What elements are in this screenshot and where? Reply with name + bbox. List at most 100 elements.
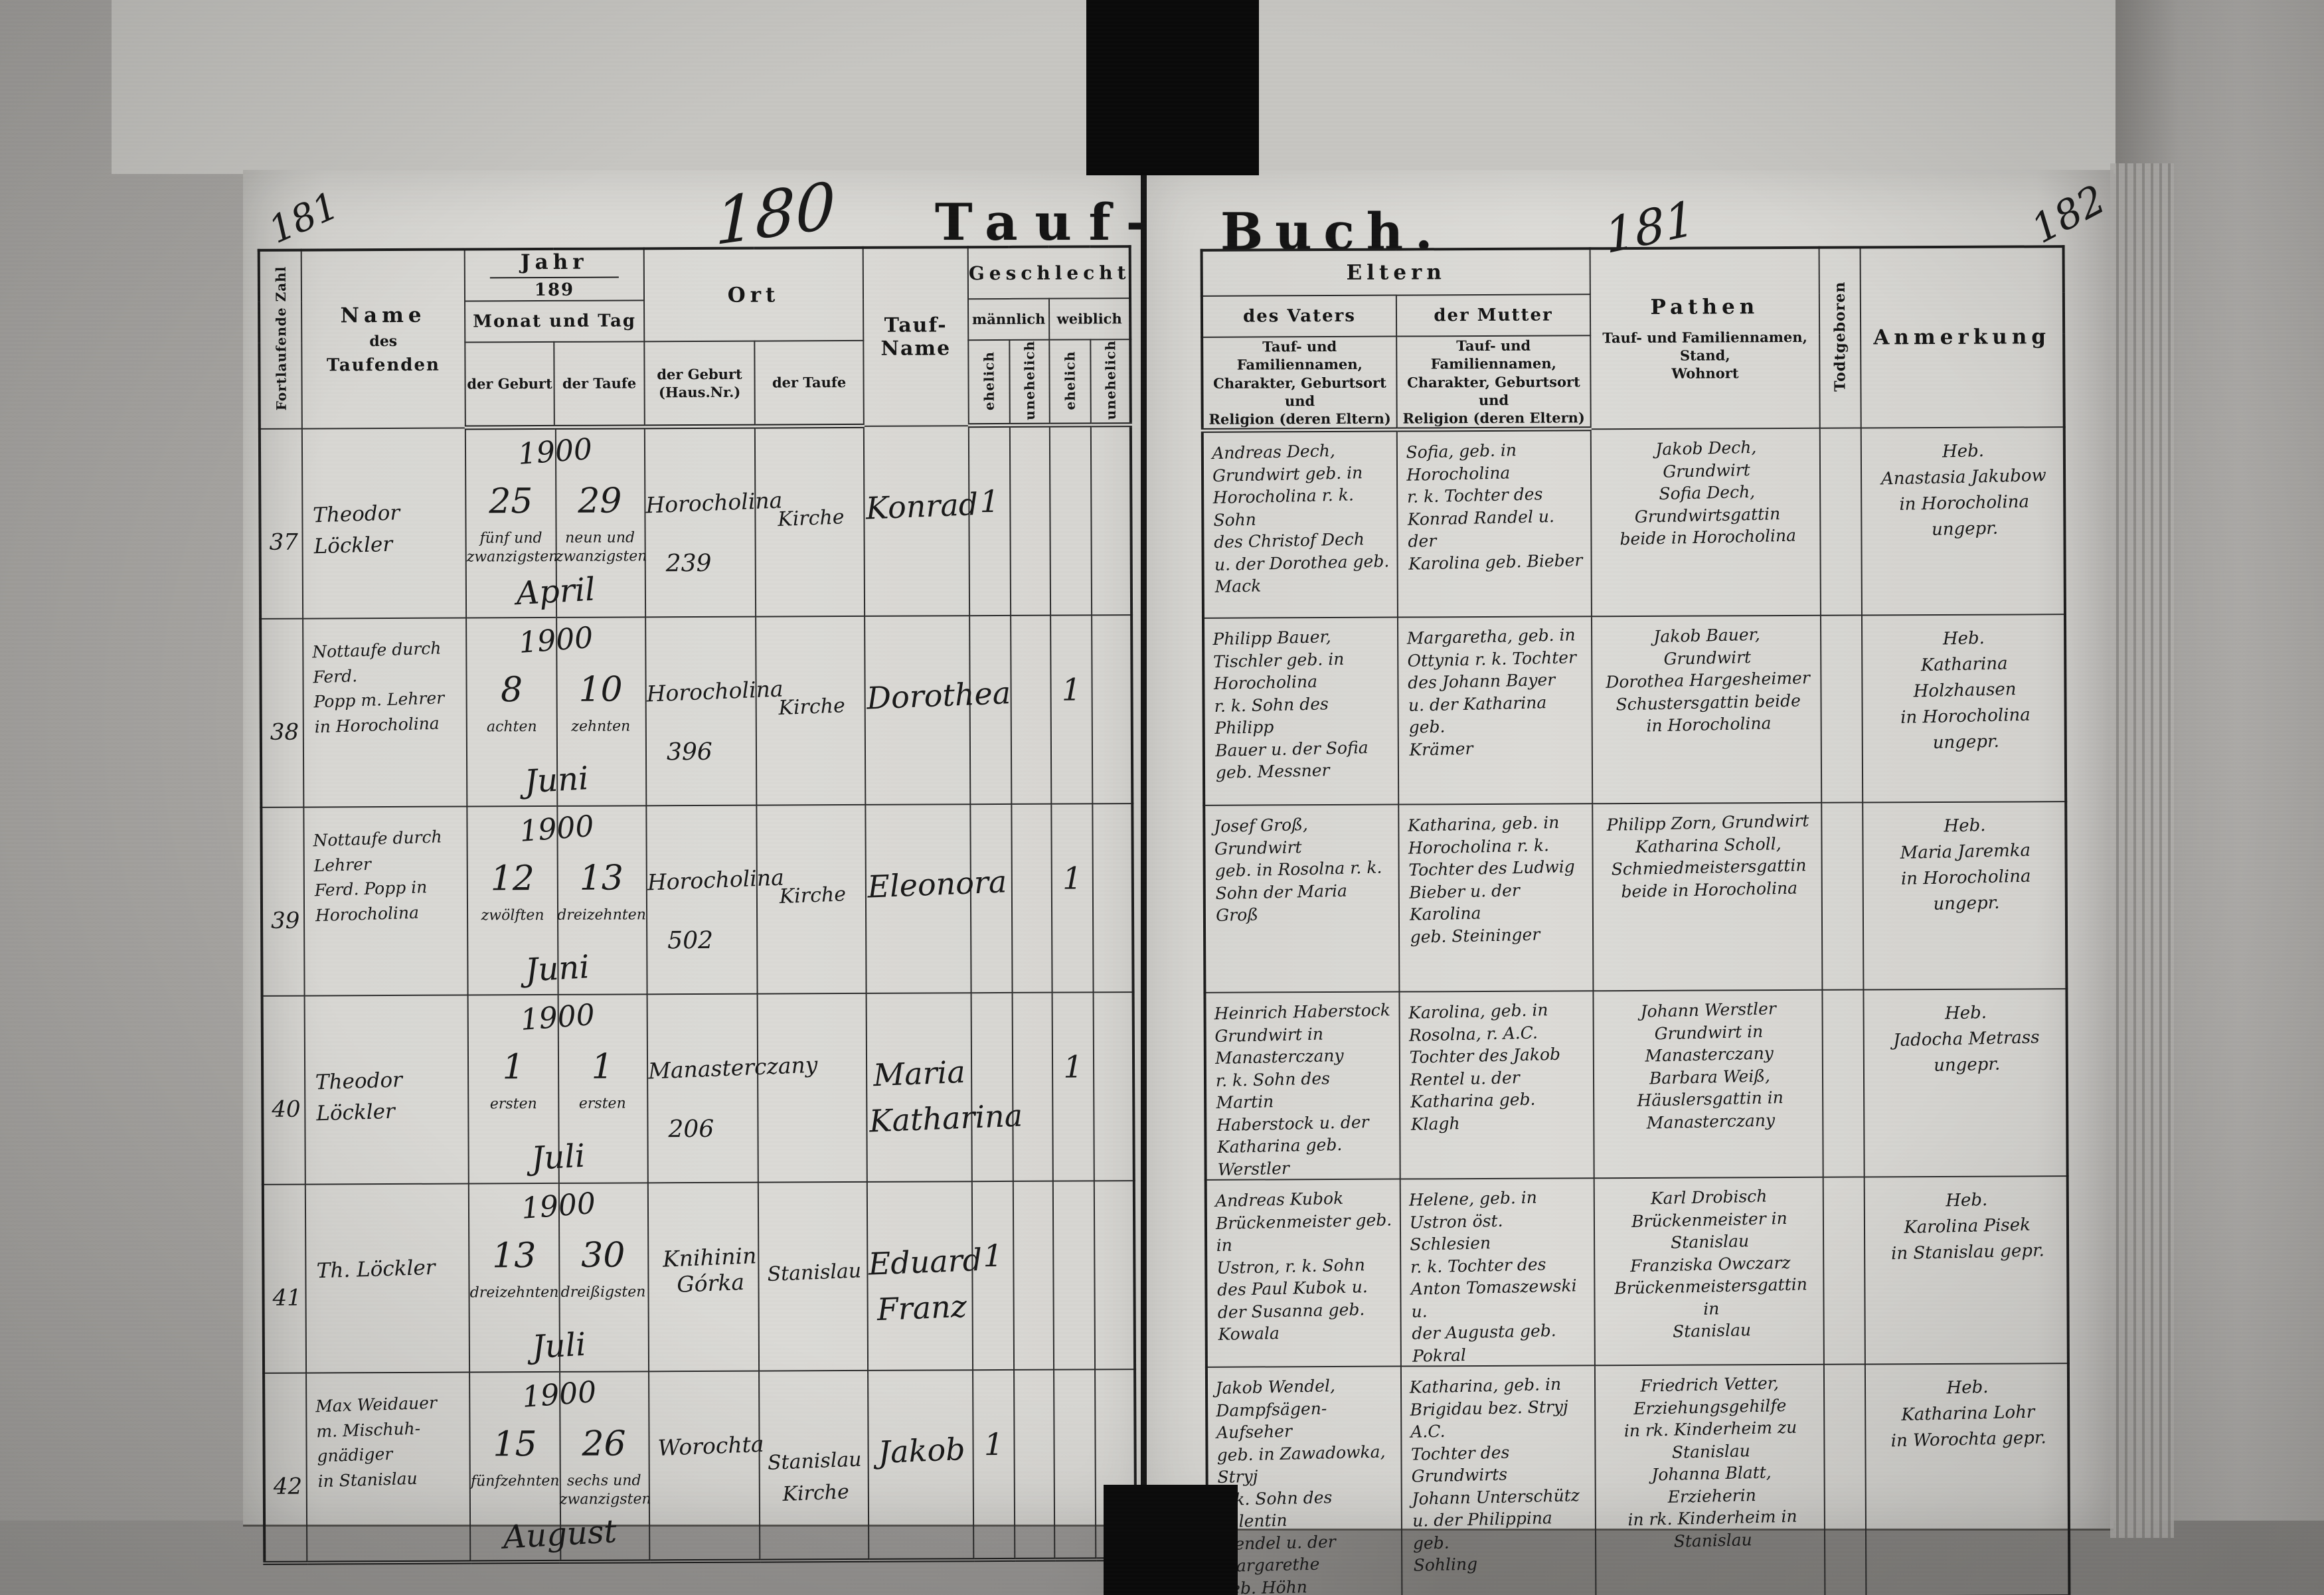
month-entry: Juli	[530, 1137, 586, 1178]
mother-details: Margaretha, geb. in Ottynia r. k. Tochte…	[1406, 625, 1577, 760]
house-number: 502	[667, 926, 714, 955]
col-header-name-des-taufenden: Name des Taufenden	[301, 249, 465, 429]
col-header-geschlecht: Geschlecht	[967, 246, 1131, 299]
remark-midwife: Heb. Katharina Lohr in Worochta gepr.	[1890, 1377, 2047, 1452]
female-illegitimate-mark	[1096, 1370, 1133, 1426]
month-entry: August	[502, 1513, 618, 1556]
male-illegitimate-mark	[1013, 993, 1052, 1049]
baptism-day-word: zehnten	[571, 718, 631, 735]
baptism-day-word: dreizehnten	[557, 906, 646, 924]
taufender-name: Theodor Löckler	[312, 500, 400, 558]
birth-day-word: achten	[486, 718, 537, 736]
birth-day: 25	[489, 481, 533, 522]
birthplace-cell: Manasterczany 206	[647, 995, 818, 1183]
col-header-anmerkung: Anmerkung	[1860, 246, 2064, 428]
taufender-name: Nottaufe durch Lehrer Ferd. Popp in Horo…	[313, 827, 443, 925]
female-illegitimate-mark	[1093, 804, 1131, 860]
register-row-42: 42 Max Weidauer m. Mischuh- gnädiger in …	[264, 1369, 1136, 1563]
stillborn-mark	[1821, 428, 1861, 437]
month-entry: April	[515, 570, 596, 613]
birthplace: Horocholina	[645, 487, 783, 519]
remark-midwife: Heb. Karolina Pisek in Stanislau gepr.	[1890, 1190, 2045, 1264]
backing-sheet-right	[1259, 0, 2117, 174]
col-header-jahr: Jahr 189	[464, 248, 645, 301]
male-legitimate-mark: 1	[983, 1426, 1004, 1463]
date-cell: 1900 13 30 dreizehnten dreißigsten Juli	[469, 1183, 648, 1371]
house-number: 239	[665, 549, 712, 578]
birth-day: 15	[493, 1424, 537, 1465]
register-row-41: 41 Th. Löckler 1900 13 30 dreizehnten dr…	[262, 1181, 1135, 1373]
baptism-place	[757, 992, 867, 1070]
godparents: Jakob Bauer, Grundwirt Dorothea Hargeshe…	[1605, 624, 1811, 736]
month-entry: Juni	[523, 760, 590, 801]
female-illegitimate-mark	[1092, 427, 1129, 483]
birth-day-word: dreizehnten	[469, 1284, 559, 1301]
year-entry: 1900	[517, 432, 594, 472]
remark-midwife: Heb. Maria Jaremka in Horocholina ungepr…	[1900, 815, 2031, 914]
baptism-place: Kirche	[778, 694, 846, 720]
book-fore-edge	[2110, 163, 2174, 1538]
col-header-tag-der-geburt: der Geburt	[465, 341, 554, 428]
male-illegitimate-mark	[1012, 805, 1050, 861]
father-details: Heinrich Haberstock Grundwirt in Manaste…	[1214, 1000, 1391, 1179]
birth-day: 1	[502, 1047, 525, 1088]
baptism-day: 29	[578, 481, 622, 521]
col-header-weiblich-ehelich: ehelich	[1049, 339, 1091, 426]
male-legitimate-mark	[970, 616, 1010, 672]
register-row-39-parents: Josef Groß, Grundwirt geb. in Rosolna r.…	[1204, 801, 2067, 993]
col-subheader-vater-details: Tauf- und Familiennamen, Charakter, Gebu…	[1202, 336, 1397, 431]
date-cell: 1900 25 29 fünf und zwanzigsten neun und…	[466, 429, 647, 617]
right-page	[1147, 170, 2114, 1531]
mother-details: Katharina, geb. in Brigidau bez. Stryj A…	[1409, 1374, 1580, 1575]
register-row-38-parents: Philipp Bauer, Tischler geb. in Horochol…	[1203, 614, 2066, 805]
father-details: Andreas Kubok Brückenmeister geb. in Ust…	[1214, 1188, 1392, 1344]
taufender-name: Theodor Löckler	[315, 1068, 403, 1126]
house-number: 396	[666, 738, 712, 766]
col-header-ort-der-taufe: der Taufe	[754, 340, 864, 427]
baptism-day-word: dreißigsten	[560, 1284, 646, 1301]
year-entry: 1900	[520, 1186, 597, 1226]
col-header-todtgeboren: Todtgeboren	[1819, 247, 1861, 428]
father-details: Andreas Dech, Grundwirt geb. in Horochol…	[1211, 441, 1390, 597]
date-cell: 1900 8 10 achten zehnten Juni	[467, 618, 645, 805]
godparents: Philipp Zorn, Grundwirt Katharina Scholl…	[1606, 811, 1809, 901]
page-seam	[1141, 171, 1147, 1526]
baptismal-name: Jakob	[877, 1430, 966, 1471]
baptismal-name: Eleonora	[867, 863, 1008, 905]
remark-midwife: Heb. Jadocha Metrass ungepr.	[1892, 1003, 2040, 1076]
remark-midwife: Heb. Katharina Holzhausen in Horocholina…	[1900, 628, 2031, 753]
male-illegitimate-mark	[1015, 1371, 1053, 1426]
birthplace-cell: Horocholina 396	[646, 618, 784, 805]
female-illegitimate-mark	[1092, 616, 1130, 671]
register-row-41-parents: Andreas Kubok Brückenmeister geb. in Ust…	[1205, 1176, 2068, 1367]
birth-day-word: zwölften	[481, 907, 544, 924]
date-cell: 1900 15 26 fünfzehnten sechs und zwanzig…	[470, 1372, 651, 1560]
col-header-maennlich-ehelich: ehelich	[968, 339, 1010, 426]
mother-details: Karolina, geb. in Rosolna, r. A.C. Tocht…	[1408, 1000, 1561, 1134]
baptism-day-word: ersten	[578, 1095, 626, 1112]
col-header-taufname: Tauf-Name	[863, 247, 969, 426]
birthplace: Knihinin Górka	[662, 1242, 758, 1298]
stillborn-mark	[1823, 990, 1863, 999]
col-subheader-mutter-details: Tauf- und Familiennamen, Charakter, Gebu…	[1396, 335, 1591, 430]
godparents: Johann Werstler Grundwirt in Manastercza…	[1637, 999, 1784, 1133]
baptism-day: 10	[578, 669, 623, 710]
col-header-pathen: Pathen Tauf- und Familiennamen, Stand, W…	[1590, 247, 1820, 430]
mother-details: Sofia, geb. in Horocholina r. k. Tochter…	[1406, 440, 1583, 574]
female-legitimate-mark	[1054, 1370, 1094, 1426]
birthplace: Horocholina	[647, 864, 785, 896]
register-row-42-parents: Jakob Wendel, Dampfsägen-Aufseher geb. i…	[1206, 1363, 2070, 1595]
remark-midwife: Heb. Anastasia Jakubow in Horocholina un…	[1880, 441, 2047, 540]
birth-day: 13	[492, 1236, 537, 1276]
taufender-name: Max Weidauer m. Mischuh- gnädiger in Sta…	[315, 1392, 438, 1491]
baptismal-name: Maria Katharina	[869, 1053, 1024, 1139]
father-details: Josef Groß, Grundwirt geb. in Rosolna r.…	[1213, 814, 1382, 926]
stillborn-mark	[1821, 616, 1861, 624]
date-cell: 1900 1 1 ersten ersten Juli	[469, 995, 647, 1183]
mother-details: Katharina, geb. in Horocholina r. k. Toc…	[1407, 812, 1576, 947]
col-header-maennlich-unehelich: unehelich	[1009, 339, 1050, 426]
stillborn-mark	[1822, 803, 1862, 811]
baptism-place: Kirche	[777, 505, 845, 532]
baptism-day: 26	[582, 1424, 626, 1464]
month-entry: Juli	[531, 1325, 587, 1367]
